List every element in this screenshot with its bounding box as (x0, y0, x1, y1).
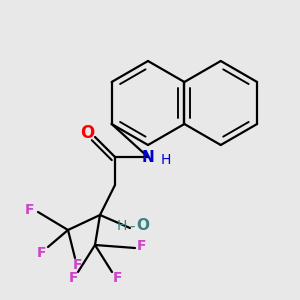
Text: F: F (137, 239, 147, 253)
Text: O: O (136, 218, 149, 233)
Text: F: F (72, 258, 82, 272)
Text: H: H (117, 219, 127, 233)
Text: F: F (112, 271, 122, 285)
Text: F: F (68, 271, 78, 285)
Text: -: - (129, 218, 135, 233)
Text: N: N (142, 149, 154, 164)
Text: F: F (25, 203, 35, 217)
Text: O: O (80, 124, 94, 142)
Text: F: F (37, 246, 47, 260)
Text: H: H (161, 153, 171, 167)
